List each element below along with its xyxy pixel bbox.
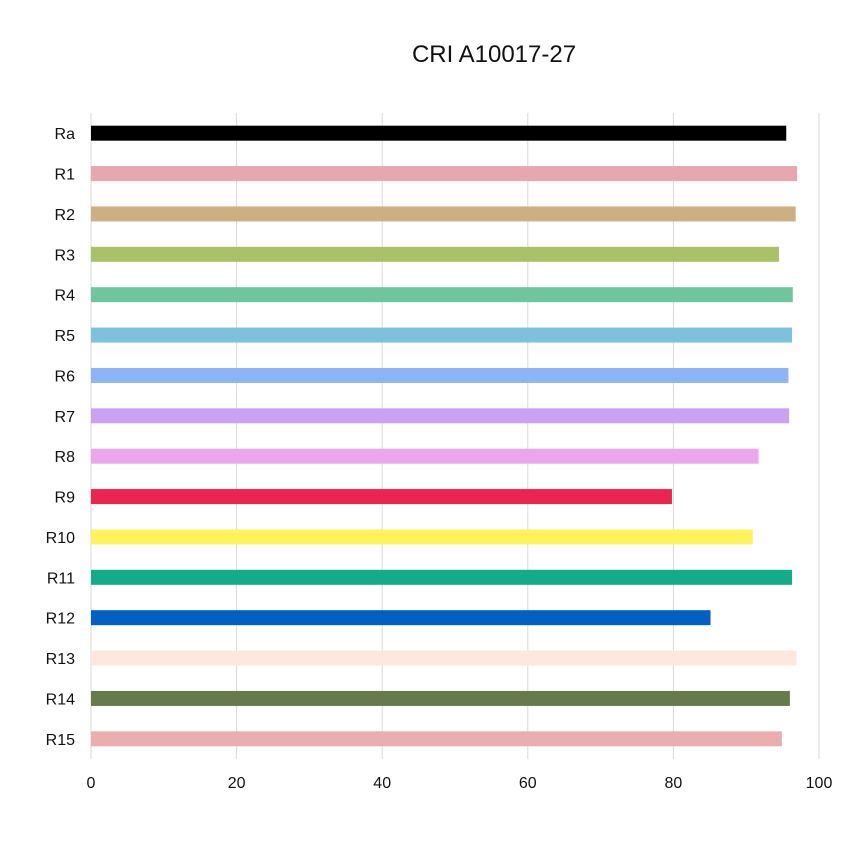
- bar-r4: [91, 287, 793, 303]
- category-label-r3: R3: [55, 247, 76, 264]
- x-tick-label-100: 100: [806, 775, 833, 792]
- category-label-r5: R5: [55, 328, 76, 345]
- bar-r2: [91, 206, 796, 222]
- bar-r13: [91, 650, 797, 666]
- bar-r6: [91, 367, 789, 383]
- category-labels: Ra R1 R2 R3 R4 R5 R6 R7 R8 R9 R10 R11 R12 R13 R14 R15: [46, 126, 75, 749]
- category-label-r15: R15: [46, 732, 75, 749]
- category-label-r4: R4: [55, 288, 76, 305]
- bar-r10: [91, 529, 753, 545]
- bar-r7: [91, 408, 790, 424]
- category-label-r8: R8: [55, 449, 76, 466]
- x-tick-label-0: 0: [87, 775, 96, 792]
- category-label-r9: R9: [55, 490, 76, 507]
- bar-ra: [91, 125, 787, 141]
- x-axis-tick-labels: 0 20 40 60 80 100: [87, 775, 833, 792]
- bar-r15: [91, 731, 782, 747]
- category-label-ra: Ra: [55, 126, 76, 143]
- bar-r5: [91, 327, 793, 343]
- x-tick-label-20: 20: [228, 775, 246, 792]
- category-label-r10: R10: [46, 530, 75, 547]
- x-tick-label-80: 80: [665, 775, 683, 792]
- bar-r3: [91, 246, 779, 262]
- bars: [91, 125, 798, 747]
- category-label-r12: R12: [46, 611, 75, 628]
- category-label-r7: R7: [55, 409, 76, 426]
- bar-r11: [91, 569, 793, 585]
- category-label-r1: R1: [55, 167, 76, 184]
- bar-r9: [91, 489, 672, 505]
- bar-r8: [91, 448, 759, 464]
- chart-title: CRI A10017-27: [412, 41, 576, 68]
- category-label-r2: R2: [55, 207, 76, 224]
- x-tick-label-60: 60: [519, 775, 537, 792]
- category-label-r6: R6: [55, 368, 76, 385]
- bar-r12: [91, 610, 711, 626]
- bar-r14: [91, 690, 790, 706]
- category-label-r14: R14: [46, 691, 75, 708]
- bar-r1: [91, 166, 798, 182]
- category-label-r11: R11: [47, 570, 75, 587]
- x-tick-label-40: 40: [373, 775, 391, 792]
- category-label-r13: R13: [46, 651, 75, 668]
